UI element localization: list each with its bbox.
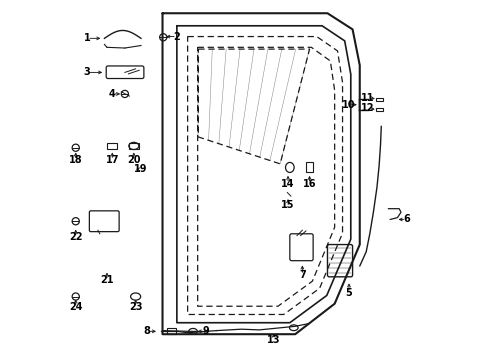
Text: 3: 3 <box>84 67 91 77</box>
Text: 21: 21 <box>100 275 114 285</box>
Text: 1: 1 <box>84 33 91 43</box>
Text: 14: 14 <box>281 179 295 189</box>
Text: 8: 8 <box>143 326 150 336</box>
Text: 7: 7 <box>299 270 306 280</box>
Text: 16: 16 <box>303 179 317 189</box>
Text: 9: 9 <box>202 326 209 336</box>
Text: 12: 12 <box>361 103 375 113</box>
Text: 10: 10 <box>342 100 356 110</box>
Text: 18: 18 <box>69 155 82 165</box>
Text: 2: 2 <box>173 32 180 41</box>
Text: 19: 19 <box>134 164 148 174</box>
Text: 20: 20 <box>127 155 141 165</box>
Text: 6: 6 <box>403 215 410 224</box>
Text: 22: 22 <box>69 232 82 242</box>
Text: 24: 24 <box>69 302 82 312</box>
Text: 4: 4 <box>109 89 116 99</box>
Text: 15: 15 <box>281 200 295 210</box>
Text: 17: 17 <box>105 155 119 165</box>
Text: 5: 5 <box>345 288 352 298</box>
Text: 23: 23 <box>129 302 143 312</box>
Text: 13: 13 <box>267 334 280 345</box>
Text: 11: 11 <box>361 93 375 103</box>
